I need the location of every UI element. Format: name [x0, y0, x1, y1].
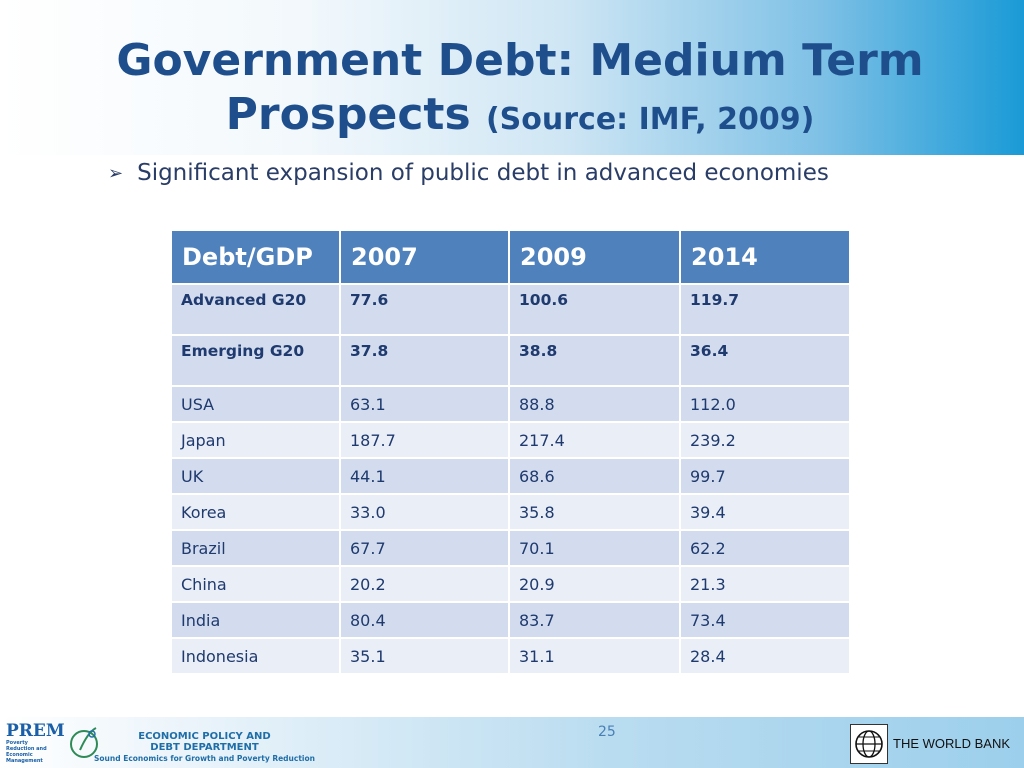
row-label: Brazil: [172, 531, 339, 565]
table-header-row: Debt/GDP 2007 2009 2014: [172, 231, 849, 283]
table-row: Japan 187.7 217.4 239.2: [172, 423, 849, 457]
cell-2009: 31.1: [510, 639, 679, 673]
slide-title: Government Debt: Medium Term Prospects (…: [60, 34, 980, 147]
page-number: 25: [598, 724, 616, 740]
cell-2014: 28.4: [681, 639, 849, 673]
cell-2009: 100.6: [510, 285, 679, 334]
cell-2009: 217.4: [510, 423, 679, 457]
row-label: Emerging G20: [172, 336, 339, 385]
cell-2014: 239.2: [681, 423, 849, 457]
cell-2007: 35.1: [341, 639, 508, 673]
department-name: ECONOMIC POLICY AND DEBT DEPARTMENT Soun…: [94, 731, 315, 764]
cell-2014: 62.2: [681, 531, 849, 565]
table-row: Emerging G20 37.8 38.8 36.4: [172, 336, 849, 385]
prem-logo: PREM Poverty Reduction and Economic Mana…: [6, 722, 65, 764]
prem-logo-subtitle: Poverty Reduction and Economic Managemen…: [6, 740, 47, 764]
table-row: Brazil 67.7 70.1 62.2: [172, 531, 849, 565]
table-row: India 80.4 83.7 73.4: [172, 603, 849, 637]
cell-2007: 44.1: [341, 459, 508, 493]
debt-table: Debt/GDP 2007 2009 2014 Advanced G20 77.…: [170, 229, 851, 675]
title-main: Government Debt: Medium Term Prospects: [116, 35, 924, 140]
cell-2014: 21.3: [681, 567, 849, 601]
table-row: China 20.2 20.9 21.3: [172, 567, 849, 601]
table-row: Advanced G20 77.6 100.6 119.7: [172, 285, 849, 334]
cell-2007: 187.7: [341, 423, 508, 457]
header-debt-gdp: Debt/GDP: [172, 231, 339, 283]
bullet-text: Significant expansion of public debt in …: [137, 160, 829, 186]
cell-2014: 73.4: [681, 603, 849, 637]
table-row: UK 44.1 68.6 99.7: [172, 459, 849, 493]
cell-2009: 68.6: [510, 459, 679, 493]
cell-2014: 39.4: [681, 495, 849, 529]
title-banner: [0, 0, 1024, 155]
bullet-point: ➢ Significant expansion of public debt i…: [108, 160, 829, 186]
cell-2009: 35.8: [510, 495, 679, 529]
cell-2014: 119.7: [681, 285, 849, 334]
cell-2014: 112.0: [681, 387, 849, 421]
table-row: Indonesia 35.1 31.1 28.4: [172, 639, 849, 673]
arrow-bullet-icon: ➢: [108, 162, 124, 184]
world-bank-globe-icon: [850, 724, 888, 764]
cell-2014: 36.4: [681, 336, 849, 385]
cell-2007: 33.0: [341, 495, 508, 529]
cell-2007: 63.1: [341, 387, 508, 421]
cell-2007: 67.7: [341, 531, 508, 565]
prem-logo-text: PREM: [6, 721, 65, 741]
cell-2009: 83.7: [510, 603, 679, 637]
cell-2009: 20.9: [510, 567, 679, 601]
cell-2014: 99.7: [681, 459, 849, 493]
header-2014: 2014: [681, 231, 849, 283]
row-label: Korea: [172, 495, 339, 529]
cell-2007: 77.6: [341, 285, 508, 334]
row-label: UK: [172, 459, 339, 493]
economic-policy-logo-icon: [70, 727, 98, 758]
row-label: China: [172, 567, 339, 601]
department-tagline: Sound Economics for Growth and Poverty R…: [94, 754, 315, 763]
world-bank-label: THE WORLD BANK: [893, 736, 1011, 751]
table-row: USA 63.1 88.8 112.0: [172, 387, 849, 421]
table-row: Korea 33.0 35.8 39.4: [172, 495, 849, 529]
department-line-1: ECONOMIC POLICY AND: [138, 731, 271, 742]
title-source: (Source: IMF, 2009): [485, 102, 815, 137]
row-label: Advanced G20: [172, 285, 339, 334]
department-line-2: DEBT DEPARTMENT: [150, 742, 259, 753]
row-label: India: [172, 603, 339, 637]
cell-2007: 37.8: [341, 336, 508, 385]
cell-2009: 88.8: [510, 387, 679, 421]
row-label: Japan: [172, 423, 339, 457]
cell-2007: 80.4: [341, 603, 508, 637]
row-label: USA: [172, 387, 339, 421]
header-2007: 2007: [341, 231, 508, 283]
cell-2009: 38.8: [510, 336, 679, 385]
header-2009: 2009: [510, 231, 679, 283]
cell-2007: 20.2: [341, 567, 508, 601]
row-label: Indonesia: [172, 639, 339, 673]
cell-2009: 70.1: [510, 531, 679, 565]
